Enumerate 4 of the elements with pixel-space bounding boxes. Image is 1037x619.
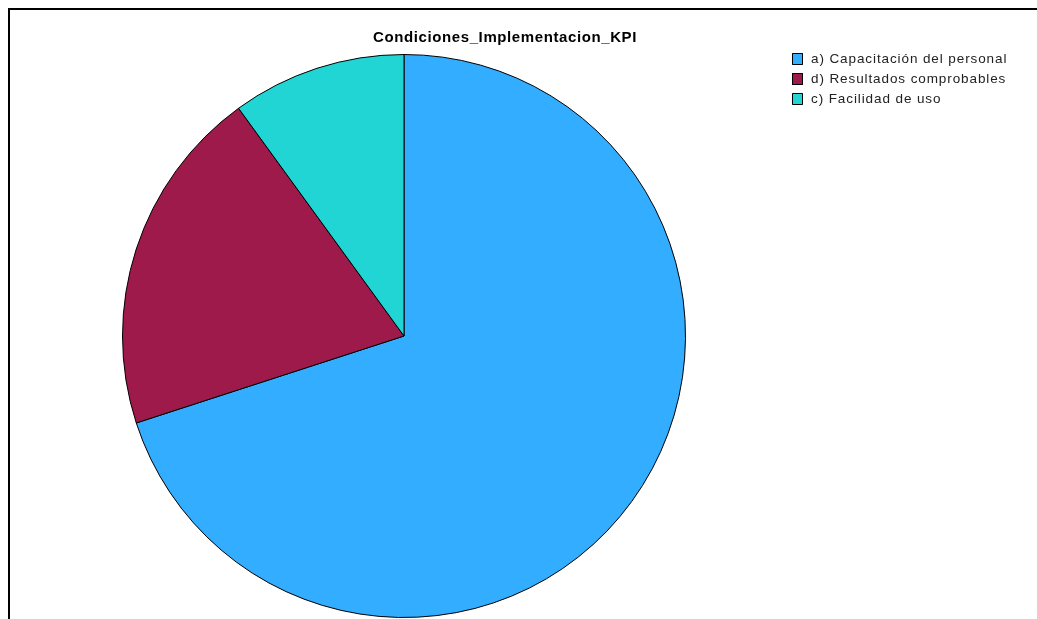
- legend-label: a) Capacitación del personal: [811, 50, 1008, 66]
- legend-label: c) Facilidad de uso: [811, 90, 942, 106]
- chart-title: Condiciones_Implementacion_KPI: [373, 28, 637, 46]
- legend-label: d) Resultados comprobables: [811, 70, 1007, 86]
